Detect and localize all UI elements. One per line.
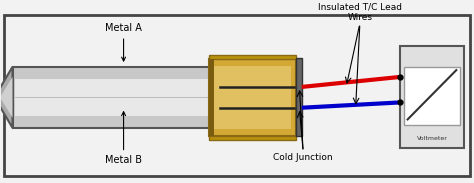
Bar: [296, 58, 302, 136]
Bar: [404, 67, 460, 124]
Polygon shape: [0, 67, 12, 128]
Bar: [213, 66, 292, 129]
Bar: [209, 55, 296, 59]
Bar: [209, 59, 296, 136]
Bar: [12, 67, 277, 128]
Text: Insulated T/C Lead
Wires: Insulated T/C Lead Wires: [318, 2, 402, 22]
Bar: [209, 59, 214, 136]
Text: Voltmeter: Voltmeter: [417, 136, 447, 141]
Bar: [15, 79, 275, 116]
Text: Metal A: Metal A: [105, 23, 142, 61]
Bar: [209, 136, 296, 140]
Polygon shape: [0, 77, 12, 118]
Text: Cold Junction: Cold Junction: [273, 153, 333, 162]
Text: Metal B: Metal B: [105, 112, 142, 165]
Bar: [400, 46, 464, 148]
Text: Hot
Junction: Hot Junction: [0, 182, 1, 183]
